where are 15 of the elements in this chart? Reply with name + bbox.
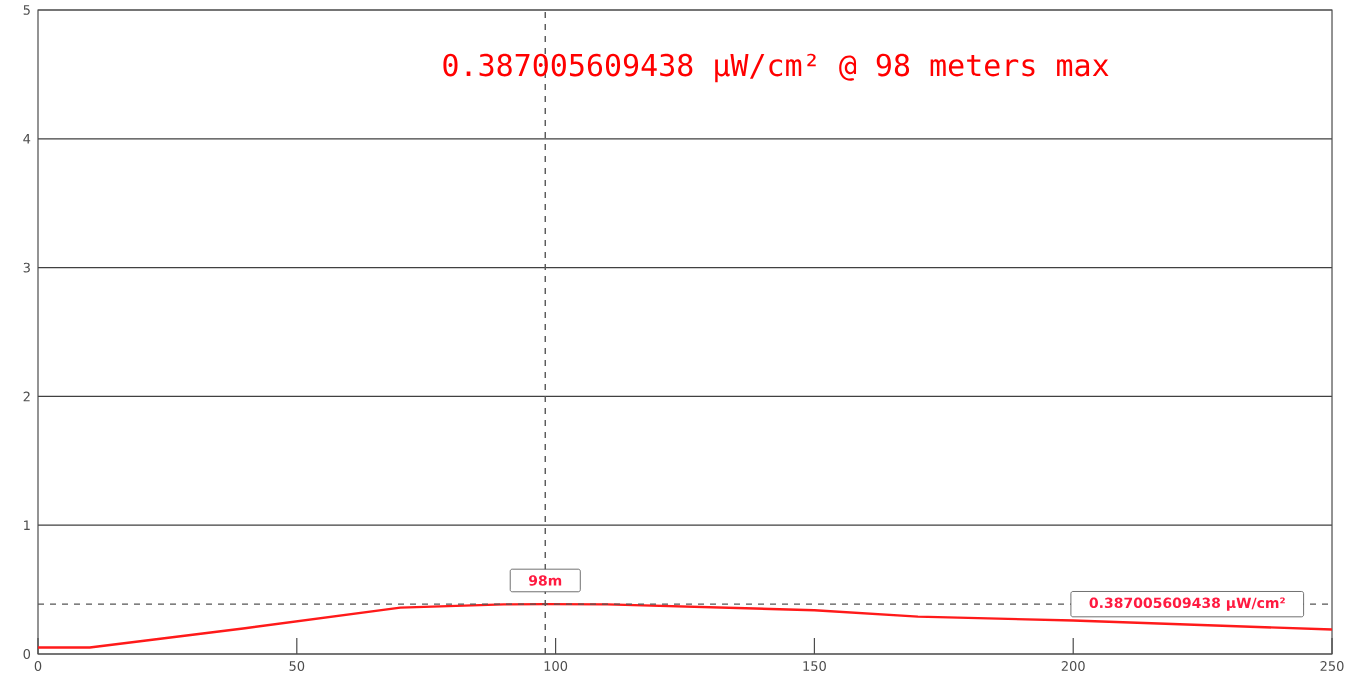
- x-tick-label: 200: [1061, 661, 1085, 671]
- y-tick-label: 2: [23, 391, 30, 402]
- y-tick-label: 0: [23, 649, 31, 659]
- y-tick-label: 1: [24, 520, 30, 530]
- y-tick-label: 5: [23, 5, 30, 15]
- ref-line-label: 98m: [528, 575, 562, 586]
- text: 0.387005609438 μW/cm² @ 98 meters max: [443, 53, 1109, 83]
- x-tick-label: 0: [34, 661, 42, 671]
- y-tick-label: 3: [23, 262, 30, 273]
- ref-line-label: 0.387005609438 μW/cm²: [1089, 597, 1285, 611]
- x-tick-label: 100: [544, 661, 568, 671]
- x-tick-label: 150: [803, 661, 826, 671]
- x-tick-label: 250: [1320, 661, 1344, 671]
- x-tick-label: 50: [289, 661, 305, 671]
- y-tick-label: 4: [23, 134, 31, 144]
